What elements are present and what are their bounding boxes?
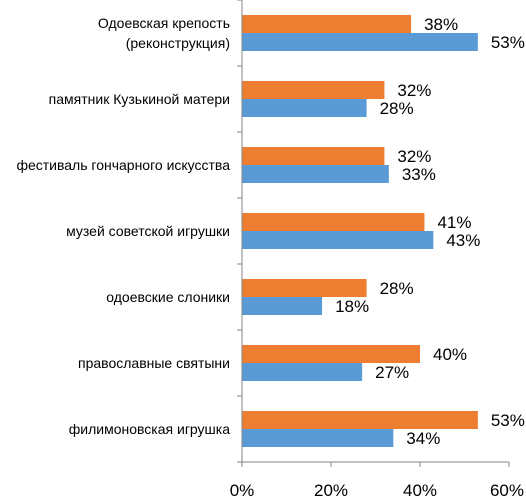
bar-series2-2	[242, 99, 367, 117]
bar-series2-5	[242, 297, 323, 315]
data-label-series2-6: 27%	[375, 363, 409, 382]
bar-series2-3	[242, 165, 389, 183]
data-label-series1-6: 40%	[433, 345, 467, 364]
data-label-series1-2: 32%	[397, 81, 431, 100]
data-label-series2-1: 53%	[491, 33, 525, 52]
bar-series1-6	[242, 345, 420, 363]
bar-series1-5	[242, 279, 367, 297]
data-label-series2-4: 43%	[446, 231, 480, 250]
data-label-series2-2: 28%	[380, 99, 414, 118]
bar-series2-1	[242, 33, 478, 51]
x-tick-label-2: 40%	[403, 481, 437, 499]
bar-series1-2	[242, 81, 385, 99]
data-label-series1-5: 28%	[380, 279, 414, 298]
bar-series2-7	[242, 429, 394, 447]
data-label-series1-1: 38%	[424, 15, 458, 34]
data-label-series1-4: 41%	[437, 213, 471, 232]
bar-series2-6	[242, 363, 363, 381]
category-label-4: музей советской игрушки	[66, 223, 230, 239]
category-label-5: одоевские слоники	[106, 289, 230, 305]
x-tick-label-3: 60%	[490, 481, 524, 499]
x-tick-label-0: 0%	[230, 481, 255, 499]
bar-series1-3	[242, 147, 385, 165]
data-label-series2-7: 34%	[406, 429, 440, 448]
data-label-series1-7: 53%	[491, 411, 525, 430]
data-label-series1-3: 32%	[397, 147, 431, 166]
bar-series1-4	[242, 213, 425, 231]
bar-series1-7	[242, 411, 478, 429]
category-label-1-line2: (реконструкция)	[126, 35, 230, 51]
data-label-series2-3: 33%	[402, 165, 436, 184]
category-label-6: православные святыни	[78, 355, 230, 371]
category-label-2: памятник Кузькиной матери	[49, 91, 230, 107]
bar-series2-4	[242, 231, 434, 249]
category-label-3: фестиваль гончарного искусства	[16, 157, 230, 173]
category-label-7: филимоновская игрушка	[69, 421, 230, 437]
data-label-series2-5: 18%	[335, 297, 369, 316]
category-label-1-line1: Одоевская крепость	[98, 15, 230, 31]
x-tick-label-1: 20%	[314, 481, 348, 499]
bar-series1-1	[242, 15, 412, 33]
